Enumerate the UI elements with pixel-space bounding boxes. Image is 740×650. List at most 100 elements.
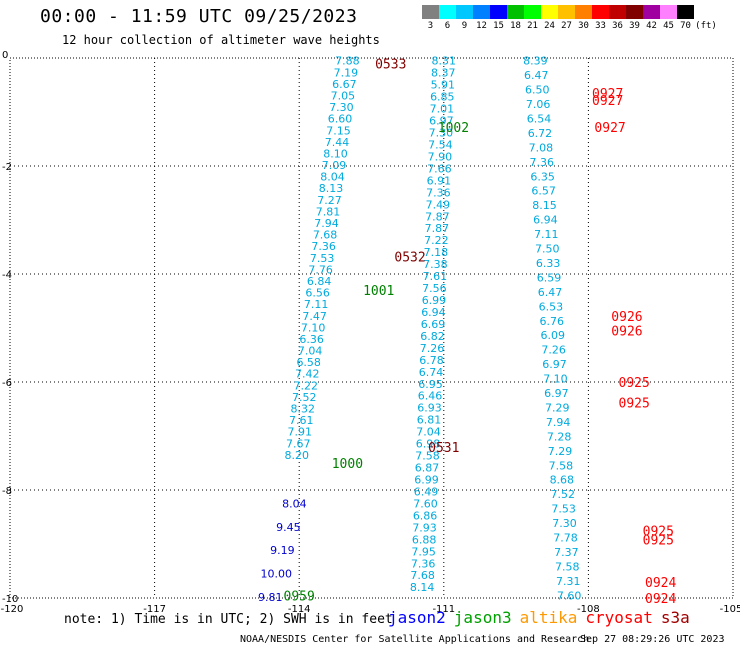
color-scale-tick: 36	[612, 21, 623, 31]
color-scale-swatch	[473, 5, 490, 19]
wave-height-value: 6.33	[536, 257, 561, 270]
wave-height-value: 7.11	[534, 228, 559, 241]
y-tick-label: -2	[2, 162, 12, 173]
legend-jason2: jason2	[388, 608, 446, 627]
wave-height-value: 8.37	[431, 67, 456, 80]
wave-height-value: 7.66	[427, 162, 452, 175]
wave-height-value: 7.95	[411, 545, 436, 558]
wave-height-value: 7.10	[301, 321, 326, 334]
wave-height-value: 7.90	[428, 150, 453, 163]
wave-height-value: 10.00	[261, 568, 293, 581]
wave-height-value: 7.76	[308, 263, 333, 276]
color-scale-swatch	[541, 5, 558, 19]
pass-time-label: 0925	[619, 376, 650, 391]
wave-height-value: 6.74	[419, 366, 444, 379]
wave-height-value: 7.53	[551, 503, 576, 516]
wave-height-value: 7.30	[429, 126, 454, 139]
wave-height-value: 6.50	[525, 84, 550, 97]
satellite-legend: jason2 jason3 altika cryosat s3a	[388, 608, 698, 627]
legend-cryosat: cryosat	[585, 608, 653, 627]
wave-height-value: 6.67	[332, 78, 357, 91]
wave-height-value: 7.81	[316, 205, 341, 218]
color-scale-tick: 30	[578, 21, 589, 31]
wave-height-value: 8.13	[319, 182, 344, 195]
wave-height-value: 7.30	[329, 101, 354, 114]
color-scale-bar	[422, 5, 694, 19]
wave-height-value: 7.04	[298, 345, 323, 358]
wave-height-value: 6.69	[421, 318, 446, 331]
wave-height-value: 7.37	[554, 546, 579, 559]
wave-height-value: 7.08	[529, 141, 554, 154]
wave-height-value: 7.06	[526, 98, 551, 111]
pass-time-label: 0533	[375, 57, 406, 72]
wave-height-value: 7.26	[541, 344, 566, 357]
color-scale-swatch	[643, 5, 660, 19]
y-tick-label: 0	[2, 50, 8, 61]
wave-height-value: 7.94	[546, 416, 571, 429]
wave-height-value: 7.04	[416, 426, 441, 439]
pass-time-label: 1000	[332, 457, 363, 472]
color-scale-swatch	[456, 5, 473, 19]
wave-height-value: 7.26	[420, 342, 445, 355]
color-scale-tick: 9	[461, 21, 468, 31]
wave-height-value: 6.57	[531, 185, 556, 198]
wave-height-value: 8.10	[323, 147, 348, 160]
wave-height-value: 7.36	[411, 557, 436, 570]
wave-height-value: 6.56	[305, 287, 330, 300]
pass-time-label: 0531	[428, 441, 459, 456]
wave-height-value: 7.67	[286, 437, 311, 450]
wave-height-value: 8.04	[282, 498, 307, 511]
wave-height-value: 7.19	[334, 66, 359, 79]
wave-height-value: 8.15	[532, 199, 557, 212]
wave-height-value: 6.87	[415, 462, 440, 475]
wave-height-value: 7.29	[545, 401, 570, 414]
wave-height-value: 6.47	[524, 69, 549, 82]
wave-height-value: 7.18	[424, 246, 449, 259]
wave-height-value: 8.20	[285, 449, 310, 462]
wave-height-value: 6.78	[419, 354, 444, 367]
color-scale-swatch	[575, 5, 592, 19]
wave-height-value: 7.28	[547, 430, 572, 443]
color-scale-unit: (ft)	[695, 21, 717, 31]
wave-height-value: 7.15	[326, 124, 351, 137]
wave-height-value: 7.29	[548, 445, 573, 458]
wave-height-value: 7.58	[415, 450, 440, 463]
y-tick-label: -8	[2, 486, 12, 497]
wave-height-value: 7.52	[292, 391, 317, 404]
wave-height-value: 7.27	[317, 194, 342, 207]
wave-height-value: 6.60	[328, 113, 353, 126]
wave-height-value: 7.38	[423, 258, 448, 271]
color-scale-tick: 33	[595, 21, 606, 31]
color-scale-tick: 42	[646, 21, 657, 31]
wave-height-value: 7.49	[426, 198, 451, 211]
legend-s3a: s3a	[660, 608, 690, 627]
wave-height-value: 7.53	[310, 252, 335, 265]
wave-height-value: 8.04	[320, 171, 345, 184]
legend-jason3: jason3	[453, 608, 512, 627]
wave-height-value: 7.36	[426, 186, 451, 199]
wave-height-value: 9.19	[270, 544, 295, 557]
x-tick-label: -117	[143, 604, 166, 615]
wave-height-value: 6.94	[533, 214, 558, 227]
wave-height-value: 7.47	[302, 310, 327, 323]
wave-height-value: 7.11	[304, 298, 329, 311]
x-tick-label: -111	[432, 604, 455, 615]
wave-height-value: 7.88	[335, 55, 360, 68]
wave-height-value: 9.45	[276, 521, 301, 534]
wave-height-value: 8.39	[523, 55, 548, 68]
color-scale-swatch	[558, 5, 575, 19]
wave-height-value: 7.94	[314, 217, 339, 230]
color-scale-tick: 21	[527, 21, 538, 31]
wave-height-value: 7.44	[325, 136, 350, 149]
wave-height-value: 6.99	[422, 294, 447, 307]
wave-height-value: 7.58	[549, 459, 574, 472]
pass-time-label: 0927	[592, 87, 623, 102]
wave-height-value: 6.97	[542, 358, 567, 371]
x-tick-label: -105	[720, 604, 740, 615]
wave-height-value: 7.22	[293, 379, 318, 392]
color-scale-tick: 15	[493, 21, 504, 31]
credit-line: NOAA/NESDIS Center for Satellite Applica…	[240, 634, 590, 645]
wave-height-value: 6.99	[414, 474, 439, 487]
wave-height-value: 7.09	[322, 159, 347, 172]
wave-height-value: 6.88	[412, 533, 437, 546]
